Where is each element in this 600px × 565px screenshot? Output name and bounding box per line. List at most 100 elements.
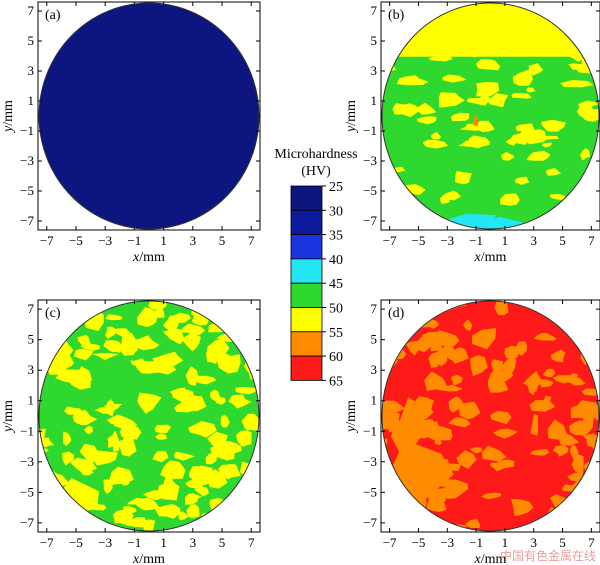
map-blob-c-31 <box>207 339 230 356</box>
map-blob-d-87 <box>571 326 593 345</box>
map-blob-c-25 <box>163 329 185 345</box>
map-blob-c-135 <box>218 464 237 480</box>
x-tick-label-b-0: −7 <box>383 233 397 248</box>
y-tick-label-b-4: 1 <box>371 93 378 108</box>
map-blob-d-90 <box>433 330 460 347</box>
map-blob-c-47 <box>208 309 218 319</box>
map-blob-b-10 <box>428 55 453 62</box>
map-blob-d-114 <box>552 375 573 384</box>
map-blob-b-28 <box>442 74 467 83</box>
map-blob-c-23 <box>220 414 230 428</box>
map-blob-c-131 <box>67 375 91 390</box>
map-blob-d-43 <box>481 492 502 500</box>
panel-tag-b: (b) <box>388 8 405 23</box>
microhardness-map-a <box>39 3 259 229</box>
y-tick-label-a-0: −7 <box>20 213 34 228</box>
y-tick-label-c-4: 1 <box>28 393 35 408</box>
map-blob-d-126 <box>542 368 555 378</box>
map-blob-d-34 <box>569 444 577 457</box>
map-blob-b2-16 <box>538 135 559 140</box>
colorbar-swatch-30 <box>290 209 323 236</box>
map-blob-c-71 <box>137 307 158 327</box>
x-tick-label-a-2: −3 <box>98 233 112 248</box>
y-tick-label-d-6: 5 <box>371 332 378 347</box>
map-blob-c-140 <box>70 407 81 414</box>
map-blob-c-58 <box>92 352 119 361</box>
map-blob-c-139 <box>133 497 160 511</box>
map-blob-c-113 <box>191 317 209 326</box>
y-tick-label-d-3: −1 <box>363 423 377 438</box>
map-blob-c-44 <box>119 477 130 486</box>
map-blob-b-24 <box>436 45 449 59</box>
sample-boundary-b <box>381 2 600 230</box>
map-blob-b-8 <box>446 38 465 49</box>
map-blob-b-44 <box>415 102 437 115</box>
plot-frame-c <box>37 299 261 533</box>
x-tick-label-d-1: −5 <box>412 535 426 550</box>
colorbar-tick-label-30: 30 <box>329 204 343 219</box>
panel-tag-a: (a) <box>45 8 61 23</box>
map-blob-c-137 <box>80 467 94 476</box>
map-blob-c-60 <box>185 478 203 489</box>
map-blob-c-112 <box>193 375 217 385</box>
map-blob-c-95 <box>205 343 219 364</box>
x-tick-label-d-0: −7 <box>383 535 397 550</box>
map-blob-c-122 <box>228 394 252 409</box>
map-blob-d-125 <box>490 410 512 425</box>
colorbar-swatches <box>290 185 323 381</box>
map-blob-c-116 <box>155 309 165 318</box>
map-blob-c-146 <box>240 303 249 321</box>
colorbar-tick-label-50: 50 <box>329 302 343 317</box>
x-axis-label-a: x/mm <box>132 250 165 265</box>
map-blob-d-32 <box>481 445 507 462</box>
colorbar-title-line1: Microhardness <box>274 147 357 162</box>
map-blob-d-10 <box>448 396 464 413</box>
map-blob-c-117 <box>80 343 100 351</box>
map-blob-c-118 <box>241 413 259 431</box>
map-blob-d-82 <box>437 343 457 361</box>
map-blob-d-17 <box>541 302 557 314</box>
map-blob-c-28 <box>47 331 62 349</box>
map-blob-b-35 <box>422 139 448 149</box>
map-blob-d-111 <box>573 400 597 420</box>
map-blob-c-134 <box>187 493 203 500</box>
map-blob-b2-8 <box>546 168 562 176</box>
x-tick-label-b-1: −5 <box>412 233 426 248</box>
y-tick-label-d-1: −5 <box>363 484 377 499</box>
x-axis-label-d: x/mm <box>474 552 507 565</box>
map-blob-c-80 <box>241 316 259 332</box>
map-blob-b-cyan-1 <box>446 213 497 229</box>
panel-tag-d: (d) <box>388 306 405 321</box>
colorbar-title-line2: (HV) <box>301 164 331 179</box>
map-blob-d-8 <box>382 502 408 522</box>
map-blob-c-145 <box>207 431 228 450</box>
colorbar-swatch-55 <box>290 331 323 357</box>
map-blob-d-105 <box>489 462 508 472</box>
map-blob-d-35 <box>567 317 587 332</box>
x-axis-label-b: x/mm <box>474 250 507 265</box>
y-tick-label-d-5: 3 <box>371 362 378 377</box>
map-blob-c-104 <box>77 334 91 347</box>
map-blob-b-21 <box>468 43 482 58</box>
colorbar-swatch-25 <box>290 185 323 211</box>
map-blob-d-28 <box>571 312 586 328</box>
map-blob-d-129 <box>434 439 442 446</box>
colorbar-tick-label-40: 40 <box>329 253 343 268</box>
x-tick-label-d-3: −1 <box>469 535 483 550</box>
map-blob-d-124 <box>429 353 442 368</box>
map-blob-d-117 <box>426 501 447 512</box>
y-tick-label-b-5: 3 <box>371 63 378 78</box>
map-blob-c-40 <box>62 431 72 447</box>
map-blob-c-37 <box>179 323 206 336</box>
x-tick-label-c-5: 3 <box>190 535 197 550</box>
y-tick-label-a-5: 3 <box>28 63 35 78</box>
map-blob-c-56 <box>160 460 186 479</box>
map-blob-d-48 <box>448 416 471 428</box>
colorbar-tick-label-45: 45 <box>329 277 343 292</box>
x-tick-label-c-0: −7 <box>40 535 54 550</box>
map-blob-c-21 <box>181 333 201 352</box>
map-blob-b2-5 <box>500 152 515 161</box>
map-blob-c-121 <box>243 486 258 499</box>
y-tick-label-c-1: −5 <box>20 484 34 499</box>
